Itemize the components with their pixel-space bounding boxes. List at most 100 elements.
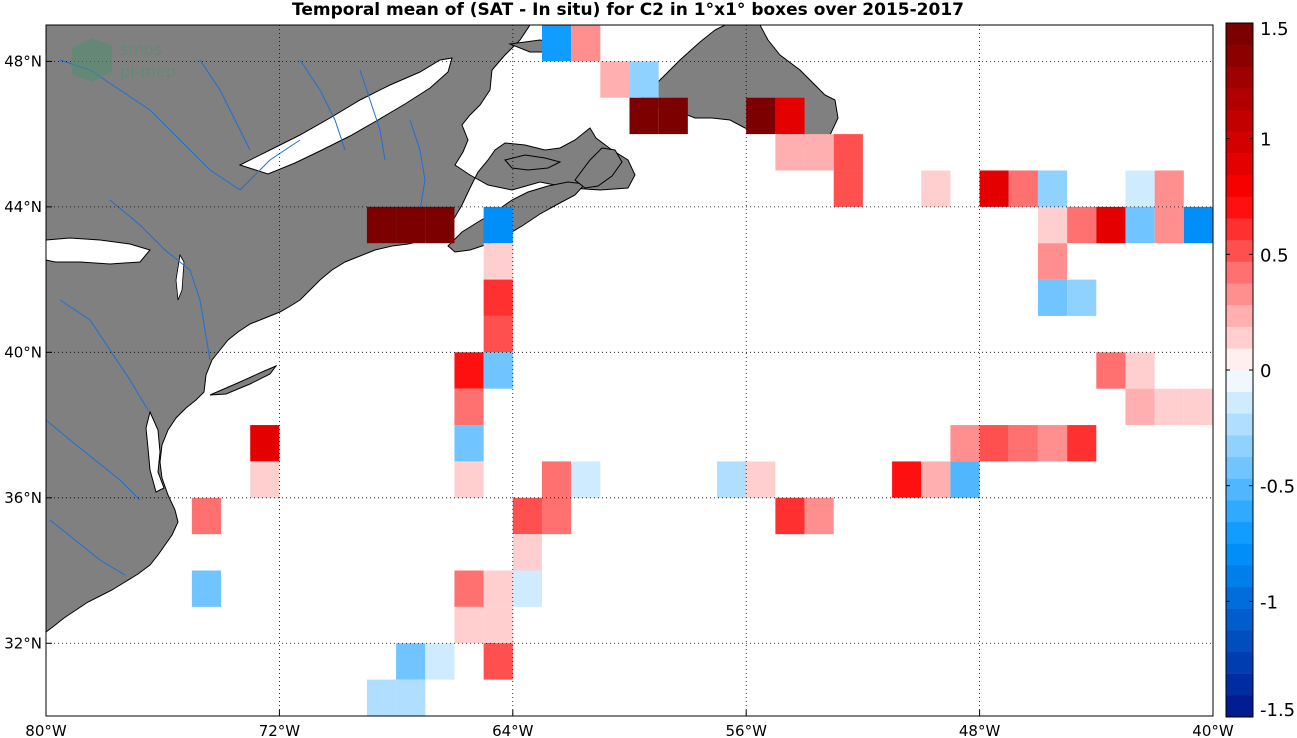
heatmap-cell (1037, 206, 1068, 244)
heatmap-cell (483, 279, 513, 316)
colorbar-segment (1226, 543, 1253, 566)
heatmap-cell (483, 243, 513, 280)
colorbar-segment (1226, 413, 1253, 436)
colorbar-segment (1226, 500, 1253, 523)
cape-breton (574, 147, 623, 189)
heatmap-cell (1183, 388, 1213, 426)
colorbar-tick-label: 0.5 (1260, 245, 1289, 266)
x-tick-label: 72°W (259, 722, 301, 738)
prince-edward-island (504, 154, 562, 171)
heatmap-cell (717, 461, 747, 498)
heatmap-cell (425, 206, 455, 244)
heatmap-cell (1037, 243, 1068, 280)
heatmap-cell (541, 497, 572, 535)
heatmap-cell (454, 570, 484, 607)
heatmap-cell (483, 315, 513, 353)
heatmap-cell (425, 643, 455, 680)
heatmap-cell (658, 97, 688, 135)
colorbar-segment (1226, 608, 1253, 631)
x-tick-label: 56°W (725, 722, 767, 738)
heatmap-cell (1125, 170, 1155, 207)
heatmap-cell (250, 425, 280, 462)
heatmap-cell (950, 461, 980, 498)
x-tick-label: 64°W (492, 722, 534, 738)
map-title: Temporal mean of (SAT - In situ) for C2 … (292, 0, 964, 20)
y-tick-label: 40°N (4, 343, 42, 361)
colorbar-segment (1226, 370, 1253, 392)
smos-pimep-logo: smos pi-mep (72, 38, 176, 82)
lake-champlain (175, 253, 185, 301)
logo-line1: smos (120, 40, 162, 59)
heatmap-cell (833, 134, 863, 171)
graticule (46, 25, 1213, 716)
colorbar-segment (1226, 23, 1253, 45)
heatmap-cell (1067, 279, 1097, 316)
colorbar-segment (1226, 478, 1253, 501)
colorbar-segment (1226, 44, 1253, 67)
heatmap-cell (833, 170, 863, 207)
heatmap-cell (483, 606, 513, 644)
colorbar-segment (1226, 174, 1253, 197)
heatmap-cell (1125, 206, 1155, 244)
heatmap-cell (979, 425, 1009, 462)
colorbar-segment (1226, 651, 1253, 674)
colorbar-segment (1226, 109, 1253, 132)
heatmap-cell (483, 570, 513, 607)
latitude-ticks: 32°N 36°N 40°N 44°N 48°N (4, 52, 52, 652)
heatmap-cell (454, 388, 484, 426)
heatmap-cell (804, 134, 834, 171)
heatmap-cell (250, 461, 280, 498)
colorbar-segments (1226, 23, 1253, 718)
x-tick-label: 40°W (1192, 722, 1234, 738)
heatmap-cell (191, 497, 222, 535)
colorbar-ticks: 1.5 1 0.5 0 -0.5 -1 -1.5 (1226, 19, 1295, 721)
colorbar-segment (1226, 435, 1253, 458)
heatmap-cell (746, 97, 776, 135)
colorbar-segment (1226, 673, 1253, 696)
heatmap-cell (1067, 425, 1097, 462)
colorbar-segment (1226, 66, 1253, 89)
y-tick-label: 36°N (4, 489, 42, 507)
heatmap-cell (1008, 170, 1038, 207)
colorbar-segment (1226, 521, 1253, 544)
colorbar-tick-label: 1 (1260, 130, 1271, 151)
colorbar-tick-label: -1 (1260, 592, 1278, 613)
heatmap-cell (541, 461, 572, 498)
heatmap-cell (454, 606, 484, 644)
colorbar-tick-label: -0.5 (1260, 477, 1295, 498)
colorbar-segment (1226, 283, 1253, 306)
heatmap-cell (454, 461, 484, 498)
colorbar-tick-label: 0 (1260, 361, 1271, 382)
heatmap-cell (1183, 206, 1213, 244)
heatmap-cell (746, 461, 776, 498)
heatmap-cell (366, 679, 397, 716)
heatmap-cell (1037, 170, 1068, 207)
lake-ontario (46, 237, 151, 265)
logo-line2: pi-mep (120, 62, 176, 81)
heatmap-cell (892, 461, 922, 498)
heatmap-cell (629, 97, 659, 135)
longitude-ticks: 80°W 72°W 64°W 56°W 48°W 40°W (25, 710, 1234, 738)
colorbar-segment (1226, 196, 1253, 219)
logo-mark-icon (72, 38, 112, 82)
y-tick-label: 48°N (4, 52, 42, 70)
heatmap-cell (1037, 279, 1068, 316)
mainland-north-america (46, 25, 636, 633)
colorbar-segment (1226, 218, 1253, 241)
x-tick-label: 48°W (959, 722, 1001, 738)
heatmap-cell (600, 61, 630, 98)
colorbar-tick-label: 1.5 (1260, 19, 1289, 40)
heatmap-cell (512, 534, 542, 571)
heatmap-cell (396, 643, 426, 680)
heatmap-cell (1154, 206, 1184, 244)
colorbar-segment (1226, 261, 1253, 284)
map-frame (45, 24, 1214, 717)
heatmap-cell (396, 206, 426, 244)
heatmap-cell (1037, 425, 1068, 462)
colorbar-segment (1226, 630, 1253, 653)
heatmap-cell (512, 570, 542, 607)
heatmap-cell (1154, 388, 1184, 426)
colorbar-segment (1226, 565, 1253, 588)
heatmap-cell (1125, 388, 1155, 426)
